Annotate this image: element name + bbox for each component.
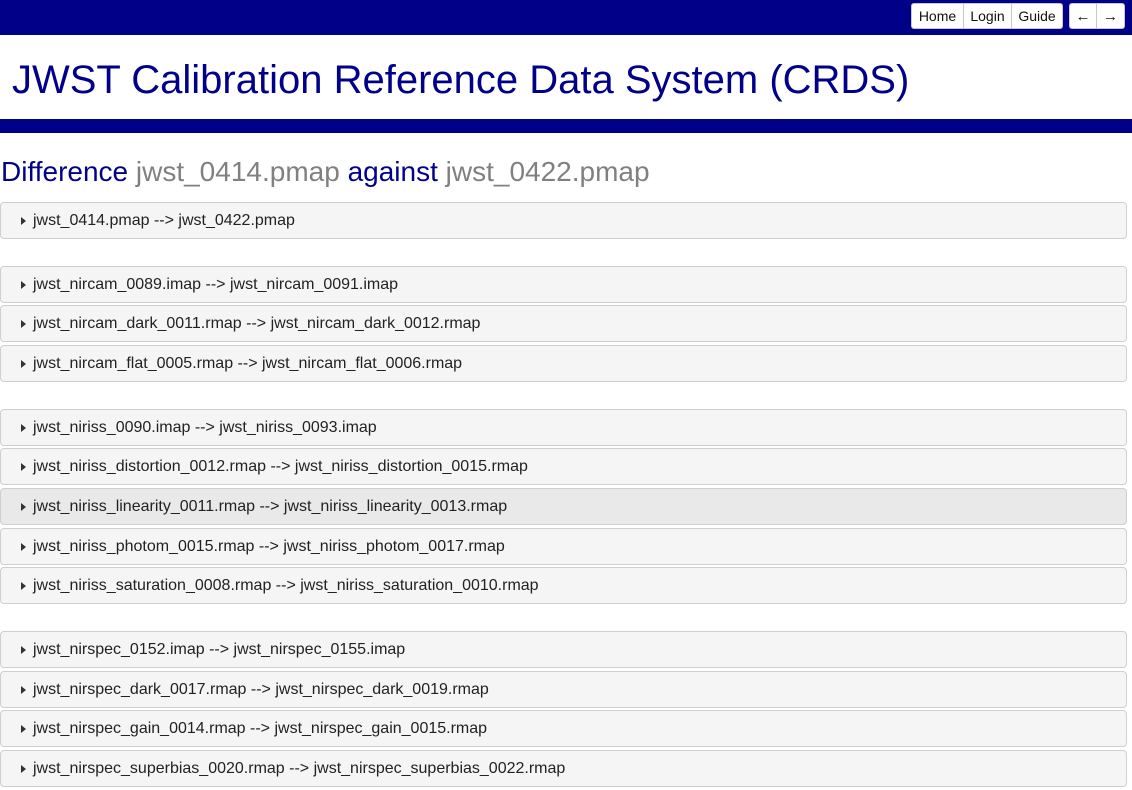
diff-row-nirspec-imap[interactable]: jwst_nirspec_0152.imap --> jwst_nirspec_… [0, 631, 1127, 668]
heading-prefix: Difference [1, 156, 129, 187]
diff-label: jwst_niriss_distortion_0012.rmap --> jws… [33, 457, 528, 475]
caret-right-icon [21, 724, 26, 733]
caret-right-icon [21, 359, 26, 368]
home-button[interactable]: Home [912, 4, 964, 28]
diff-label: jwst_nirspec_dark_0017.rmap --> jwst_nir… [33, 680, 489, 698]
caret-right-icon [21, 319, 26, 328]
diff-label: jwst_nircam_flat_0005.rmap --> jwst_nirc… [33, 354, 463, 372]
diff-row-niriss-photom[interactable]: jwst_niriss_photom_0015.rmap --> jwst_ni… [0, 528, 1127, 565]
diff-row-nirspec-superbias[interactable]: jwst_nirspec_superbias_0020.rmap --> jws… [0, 750, 1127, 787]
diff-row-niriss-imap[interactable]: jwst_niriss_0090.imap --> jwst_niriss_00… [0, 409, 1127, 446]
top-bar: Home Login Guide ← → [0, 0, 1132, 35]
caret-right-icon [21, 542, 26, 551]
diff-label: jwst_nircam_dark_0011.rmap --> jwst_nirc… [33, 314, 481, 332]
caret-right-icon [21, 216, 26, 225]
diff-row-pmap[interactable]: jwst_0414.pmap --> jwst_0422.pmap [0, 202, 1127, 239]
diff-row-niriss-linearity[interactable]: jwst_niriss_linearity_0011.rmap --> jwst… [0, 488, 1127, 525]
diff-row-nircam-imap[interactable]: jwst_nircam_0089.imap --> jwst_nircam_00… [0, 266, 1127, 303]
main-nav: Home Login Guide [911, 3, 1063, 29]
caret-right-icon [21, 502, 26, 511]
diff-label: jwst_nircam_0089.imap --> jwst_nircam_00… [33, 275, 399, 293]
diff-label: jwst_niriss_linearity_0011.rmap --> jwst… [33, 497, 508, 515]
caret-right-icon [21, 685, 26, 694]
login-button[interactable]: Login [964, 4, 1012, 28]
caret-right-icon [21, 581, 26, 590]
history-nav: ← → [1069, 3, 1125, 29]
caret-right-icon [21, 280, 26, 289]
caret-right-icon [21, 462, 26, 471]
diff-label: jwst_nirspec_superbias_0020.rmap --> jws… [33, 759, 566, 777]
diff-row-nircam-flat[interactable]: jwst_nircam_flat_0005.rmap --> jwst_nirc… [0, 345, 1127, 382]
diff-label: jwst_niriss_0090.imap --> jwst_niriss_00… [33, 418, 377, 436]
title-divider [0, 119, 1132, 133]
diff-label: jwst_nirspec_0152.imap --> jwst_nirspec_… [33, 640, 406, 658]
diff-label: jwst_nirspec_gain_0014.rmap --> jwst_nir… [33, 719, 488, 737]
diff-row-niriss-saturation[interactable]: jwst_niriss_saturation_0008.rmap --> jws… [0, 567, 1127, 604]
diff-label: jwst_niriss_photom_0015.rmap --> jwst_ni… [33, 537, 505, 555]
caret-right-icon [21, 645, 26, 654]
back-arrow-icon[interactable]: ← [1070, 4, 1097, 28]
heading-new-file: jwst_0422.pmap [445, 156, 650, 187]
heading-middle: against [347, 156, 438, 187]
diff-row-niriss-distortion[interactable]: jwst_niriss_distortion_0012.rmap --> jws… [0, 448, 1127, 485]
heading-old-file: jwst_0414.pmap [135, 156, 340, 187]
site-title: JWST Calibration Reference Data System (… [12, 58, 910, 102]
diff-row-nirspec-gain[interactable]: jwst_nirspec_gain_0014.rmap --> jwst_nir… [0, 710, 1127, 747]
page-heading: Difference jwst_0414.pmap against jwst_0… [1, 154, 650, 190]
diff-row-nirspec-dark[interactable]: jwst_nirspec_dark_0017.rmap --> jwst_nir… [0, 671, 1127, 708]
caret-right-icon [21, 423, 26, 432]
caret-right-icon [21, 764, 26, 773]
diff-row-nircam-dark[interactable]: jwst_nircam_dark_0011.rmap --> jwst_nirc… [0, 305, 1127, 342]
diff-label: jwst_niriss_saturation_0008.rmap --> jws… [33, 576, 539, 594]
diff-label: jwst_0414.pmap --> jwst_0422.pmap [33, 211, 295, 229]
guide-button[interactable]: Guide [1018, 8, 1056, 24]
forward-arrow-icon[interactable]: → [1103, 7, 1118, 25]
